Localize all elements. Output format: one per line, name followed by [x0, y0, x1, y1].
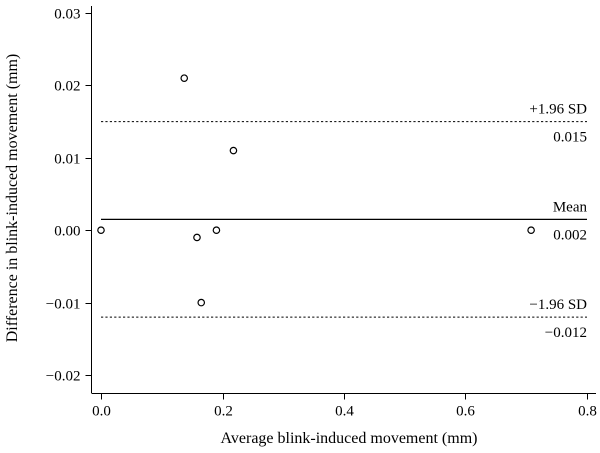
- data-point: [97, 226, 105, 235]
- x-tick-label: 0.4: [335, 404, 354, 420]
- y-axis-label: Difference in blink-induced movement (mm…: [4, 54, 21, 343]
- ticks: −0.02 −0.01 0.00 0.01 0.02 0.03 0.0 0.2 0.4 0.6 0.…: [46, 7, 597, 420]
- y-tick-label: 0.00: [54, 224, 80, 240]
- lower-limit-label: −1.96 SD: [529, 297, 587, 313]
- data-points: [97, 74, 535, 307]
- data-point: [180, 74, 189, 82]
- x-tick-label: 0.6: [456, 404, 475, 420]
- y-tick-label: 0.01: [54, 152, 80, 168]
- upper-limit-label: +1.96 SD: [529, 102, 587, 118]
- x-tick-label: 0.0: [92, 404, 111, 420]
- mean-value: 0.002: [553, 227, 587, 243]
- data-point: [197, 298, 206, 307]
- y-tick-label: −0.02: [46, 369, 81, 385]
- x-axis-label: Average blink-induced movement (mm): [221, 430, 478, 447]
- axes: [91, 6, 596, 394]
- y-tick-label: 0.03: [54, 7, 80, 23]
- data-point: [212, 226, 221, 235]
- mean-label: Mean: [553, 199, 588, 215]
- y-tick-label: 0.02: [54, 79, 80, 95]
- y-tick-label: −0.01: [46, 297, 81, 313]
- x-tick-label: 0.2: [214, 404, 233, 420]
- reference-lines: Mean 0.002 +1.96 SD 0.015 −1.96 SD −0.012: [101, 102, 587, 341]
- data-point: [527, 226, 535, 235]
- upper-limit-value: 0.015: [553, 130, 587, 146]
- lower-limit-value: −0.012: [545, 325, 587, 341]
- x-tick-label: 0.8: [578, 404, 597, 420]
- data-point: [229, 146, 238, 155]
- data-point: [193, 233, 201, 242]
